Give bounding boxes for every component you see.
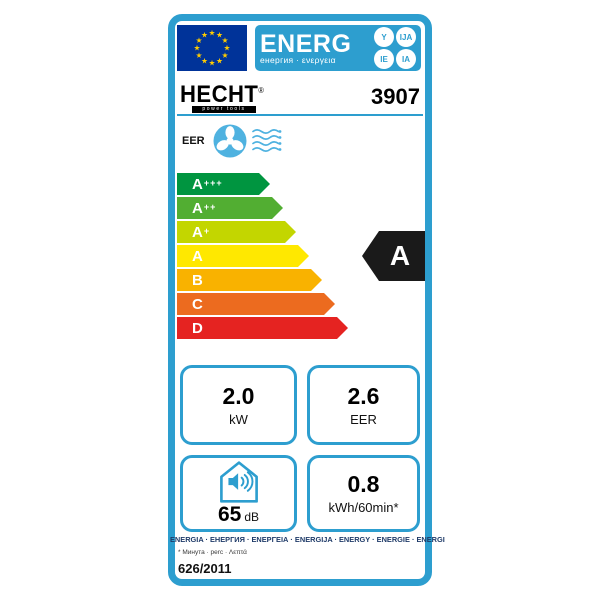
eer-value: 2.6 <box>347 382 380 409</box>
regulation-number: 626/2011 <box>178 561 232 576</box>
selected-class-letter: A <box>389 240 411 271</box>
hecht-logo-text: HECHT® <box>180 81 265 108</box>
energ-title-block: ENERG енергия · ενεργεια <box>260 29 352 65</box>
badge-ie: IE <box>374 49 394 69</box>
energ-header-panel: ENERG енергия · ενεργεια Y IJA IE IA <box>255 25 421 71</box>
class-bar-a-plus1: A + <box>177 221 296 243</box>
class-bar-b: B <box>177 269 322 291</box>
hecht-logo: HECHT® power tools <box>180 81 272 113</box>
class-bar-a: A <box>177 245 309 267</box>
badge-ija: IJA <box>396 27 416 47</box>
minute-footnote: * Минута · perc · Λεπτά <box>178 549 247 556</box>
hecht-tagline: power tools <box>192 106 256 113</box>
consumption-box: 0.8 kWh/60min* <box>307 455 420 532</box>
eer-unit: EER <box>350 411 377 427</box>
consumption-value: 0.8 <box>347 471 380 497</box>
badge-ia: IA <box>396 49 416 69</box>
energ-language-badges: Y IJA IE IA <box>374 27 416 69</box>
eer-row: EER <box>182 120 285 162</box>
class-bar-c: C <box>177 293 335 315</box>
eu-flag-icon <box>177 25 247 71</box>
class-bar-d: D <box>177 317 348 339</box>
badge-y: Y <box>374 27 394 47</box>
energy-label: ENERG енергия · ενεργεια Y IJA IE IA HEC… <box>168 14 445 586</box>
brand-row: HECHT® power tools 3907 <box>180 81 420 113</box>
energ-subtitle: енергия · ενεργεια <box>260 54 336 65</box>
eer-box: 2.6 EER <box>307 365 420 445</box>
noise-box: 65 dB <box>180 455 297 532</box>
fan-icon <box>213 124 247 158</box>
noise-unit: dB <box>244 510 260 524</box>
power-unit: kW <box>229 411 248 427</box>
registered-trademark: ® <box>258 86 265 95</box>
air-waves-icon <box>251 129 282 152</box>
energ-title: ENERG <box>260 29 352 58</box>
class-bar-a-plus3: A +++ <box>177 173 270 195</box>
energy-words-line: ENERGIA · ЕНЕРГИЯ · ΕΝΕΡΓΕΙΑ · ENERGIJA … <box>170 535 445 544</box>
eer-label: EER <box>182 135 205 147</box>
consumption-unit: kWh/60min* <box>328 500 399 515</box>
model-number: 3907 <box>371 84 420 109</box>
power-value: 2.0 <box>222 382 255 409</box>
header-divider <box>177 114 423 116</box>
rating-scale: A +++ A ++ A + A B C D <box>177 173 425 341</box>
house-speaker-icon <box>219 461 258 503</box>
noise-value-row: 65 dB <box>218 503 259 527</box>
class-bar-a-plus2: A ++ <box>177 197 283 219</box>
noise-value: 65 <box>217 503 242 526</box>
power-box: 2.0 kW <box>180 365 297 445</box>
